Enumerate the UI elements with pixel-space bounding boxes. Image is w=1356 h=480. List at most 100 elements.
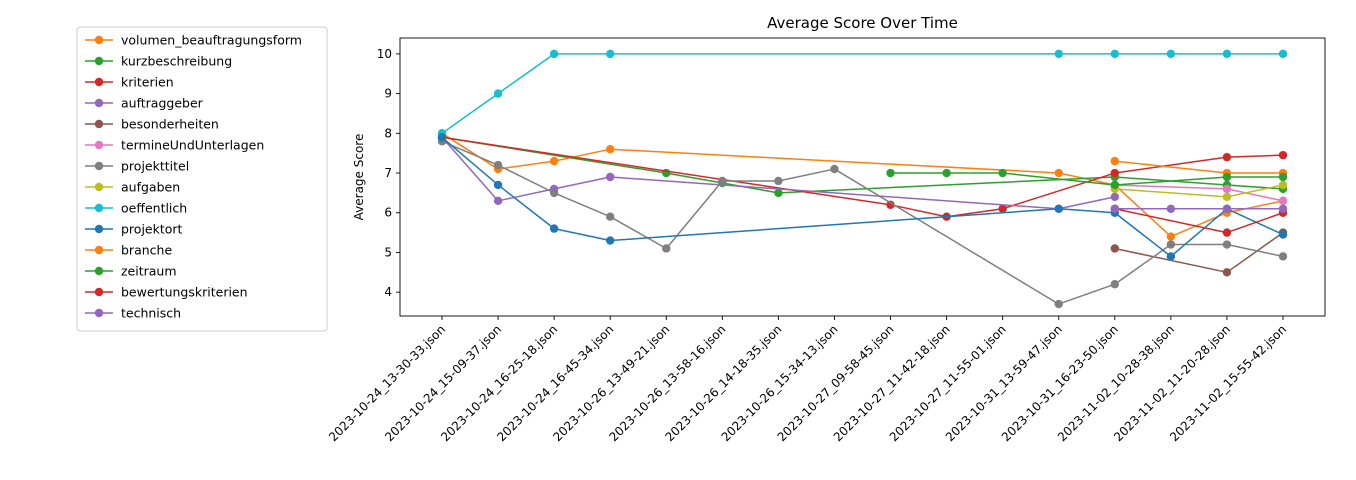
data-point-volumen_beauftragungsform [606, 145, 615, 154]
legend-label: oeffentlich [121, 201, 187, 216]
x-tick-label: 2023-11-02_10-28-38.json [1055, 322, 1177, 444]
data-point-auftraggeber [493, 196, 503, 206]
legend-label: projekttitel [121, 159, 189, 174]
data-point-branche [1110, 156, 1120, 166]
data-point-projekttitel [1278, 252, 1288, 261]
x-tick-label: 2023-10-26_15-34-13.json [719, 322, 841, 444]
legend-label: bewertungskriterien [121, 285, 248, 300]
data-point-kurzbeschreibung [774, 188, 783, 198]
legend-item: kurzbeschreibung [85, 54, 232, 69]
x-tick-label: 2023-10-31_13-59-47.json [943, 322, 1065, 444]
legend-item: aufgaben [85, 180, 180, 195]
data-point-volumen_beauftragungsform [1054, 168, 1063, 178]
x-tick-label: 2023-11-02_11-20-28.json [1111, 322, 1233, 444]
series-zeitraum [886, 168, 1288, 190]
data-point-volumen_beauftragungsform [549, 156, 559, 166]
data-point-oeffentlich [1054, 49, 1063, 59]
series-line-auftraggeber [441, 136, 1115, 210]
legend-marker [94, 266, 104, 276]
legend-item: bewertungskriterien [85, 285, 248, 300]
series-line-projektort [441, 136, 1284, 258]
legend-label: volumen_beauftragungsform [121, 33, 302, 48]
series-projekttitel [437, 137, 1288, 309]
legend-marker [94, 140, 104, 150]
legend-label: technisch [121, 306, 181, 321]
legend-box [76, 26, 328, 332]
data-point-projektort [493, 180, 503, 190]
data-point-oeffentlich [549, 49, 559, 59]
data-point-termineUndUnterlagen [1222, 184, 1232, 194]
legend-label: besonderheiten [121, 117, 219, 132]
x-tick-label: 2023-10-26_13-58-16.json [606, 322, 728, 444]
data-point-oeffentlich [1166, 49, 1176, 59]
y-tick-label: 5 [384, 245, 392, 259]
series-oeffentlich [437, 49, 1288, 138]
data-point-kriterien [998, 204, 1007, 213]
data-point-besonderheiten [1110, 244, 1120, 253]
series-termineUndUnterlagen [1110, 180, 1288, 206]
series-line-volumen_beauftragungsform [441, 132, 1284, 238]
legend-item: projektort [85, 222, 183, 237]
data-point-projekttitel [662, 244, 671, 253]
plot-frame [399, 37, 1326, 317]
legend-label: kurzbeschreibung [121, 54, 232, 69]
y-tick-label: 10 [377, 47, 392, 61]
x-tick-label: 2023-10-24_16-45-34.json [494, 322, 616, 444]
data-point-zeitraum [1222, 172, 1232, 182]
data-point-kriterien [886, 200, 895, 209]
legend-marker [94, 224, 104, 234]
data-point-technisch [1222, 204, 1232, 213]
data-point-projekttitel [549, 188, 559, 198]
data-point-projekttitel [830, 164, 839, 174]
data-point-projektort [437, 133, 447, 142]
legend-item: zeitraum [85, 264, 177, 279]
x-tick-label: 2023-10-24_16-25-18.json [438, 322, 560, 444]
legend-item: auftraggeber [85, 96, 204, 111]
y-tick-label: 4 [384, 285, 392, 299]
legend-item: volumen_beauftragungsform [85, 33, 302, 48]
legend-item: oeffentlich [85, 201, 187, 216]
data-point-aufgaben [1222, 192, 1232, 202]
plot-area: 456789102023-10-24_13-30-33.json2023-10-… [326, 37, 1326, 444]
data-point-oeffentlich [1110, 49, 1120, 59]
legend-item: kriterien [85, 75, 174, 90]
legend-marker [94, 287, 104, 297]
series-line-kriterien [441, 136, 1284, 218]
data-point-oeffentlich [1222, 49, 1232, 59]
data-point-projektort [1054, 204, 1063, 213]
series-line-oeffentlich [441, 53, 1283, 134]
data-point-projekttitel [1222, 240, 1232, 249]
legend-marker [94, 98, 104, 108]
data-point-technisch [1278, 204, 1288, 213]
legend-label: aufgaben [121, 180, 180, 195]
data-point-projekttitel [1054, 299, 1063, 309]
data-point-zeitraum [942, 168, 951, 178]
legend-item: branche [85, 243, 172, 258]
legend-marker [94, 56, 104, 66]
x-tick-label: 2023-10-27_09-58-45.json [775, 322, 897, 444]
series-auftraggeber [437, 133, 1120, 213]
data-point-oeffentlich [1278, 49, 1288, 59]
data-point-oeffentlich [606, 49, 615, 59]
legend-label: auftraggeber [121, 96, 204, 111]
data-point-volumen_beauftragungsform [1166, 232, 1176, 241]
data-point-projekttitel [774, 176, 783, 186]
data-point-kriterien [1278, 150, 1288, 160]
series-kurzbeschreibung [437, 133, 1288, 198]
data-point-besonderheiten [1222, 268, 1232, 277]
legend-label: branche [121, 243, 172, 258]
series-volumen_beauftragungsform [437, 129, 1288, 241]
data-point-kriterien [1222, 152, 1232, 162]
data-point-projektort [1166, 252, 1176, 261]
data-point-zeitraum [998, 168, 1007, 178]
legend-marker [94, 203, 104, 213]
legend-marker [94, 182, 104, 192]
series-technisch [1110, 204, 1288, 213]
legend-marker [94, 77, 104, 87]
data-point-projektort [606, 236, 615, 245]
series-kriterien [437, 133, 1288, 221]
x-tick-label: 2023-10-26_14-18-35.json [663, 322, 785, 444]
legend-item: projekttitel [85, 159, 189, 174]
